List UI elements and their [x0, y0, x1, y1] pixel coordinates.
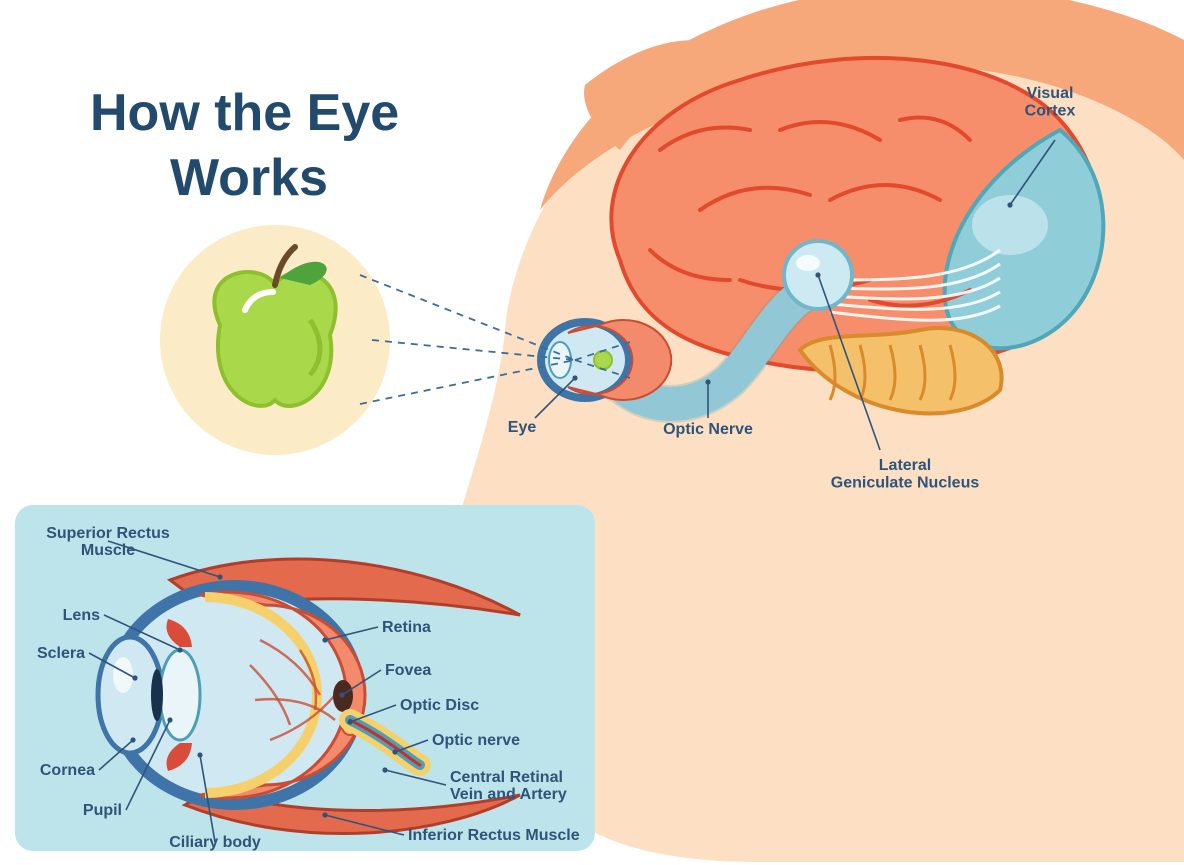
- label-text-optic-disc: Optic Disc: [400, 697, 479, 714]
- leader-dot: [347, 719, 352, 724]
- label-text-cornea: Cornea: [40, 762, 95, 779]
- leader-dot: [217, 574, 222, 579]
- label-text-inferior-rectus: Inferior Rectus Muscle: [408, 827, 580, 844]
- leader-dot: [339, 692, 344, 697]
- page-title-line2: Works: [170, 149, 328, 207]
- leader-dot: [167, 717, 172, 722]
- eye-small: [537, 318, 671, 402]
- label-text-optic-nerve: Optic nerve: [432, 732, 520, 749]
- leader-dot: [705, 379, 710, 384]
- eye-small-fovea-image: [594, 351, 612, 369]
- label-text-visual-cortex: VisualCortex: [1025, 85, 1076, 120]
- label-text-ciliary-body: Ciliary body: [169, 834, 261, 851]
- leader-dot: [382, 767, 387, 772]
- label-text-lens: Lens: [63, 607, 100, 624]
- label-text-fovea: Fovea: [385, 662, 431, 679]
- leader-dot: [572, 375, 577, 380]
- label-text-central-retinal: Central RetinalVein and Artery: [450, 769, 567, 803]
- leader-dot: [177, 647, 182, 652]
- lgn-highlight: [796, 255, 820, 271]
- leader-dot: [132, 675, 137, 680]
- leader-dot: [322, 812, 327, 817]
- leader-dot: [1007, 202, 1012, 207]
- page-title-line1: How the Eye: [90, 84, 399, 142]
- apple-visual-target: [160, 225, 390, 455]
- leader-dot: [392, 749, 397, 754]
- label-text-pupil: Pupil: [83, 802, 122, 819]
- leader-dot: [197, 752, 202, 757]
- label-text-retina: Retina: [382, 619, 431, 636]
- label-text-sclera: Sclera: [37, 645, 85, 662]
- label-text-optic-nerve-top: Optic Nerve: [663, 421, 753, 438]
- leader-dot: [130, 737, 135, 742]
- pupil: [151, 669, 163, 721]
- leader-dot: [322, 637, 327, 642]
- eye-detail-panel: Superior RectusMuscleLensScleraCorneaPup…: [15, 505, 595, 851]
- label-text-eye: Eye: [508, 419, 537, 436]
- leader-dot: [815, 272, 820, 277]
